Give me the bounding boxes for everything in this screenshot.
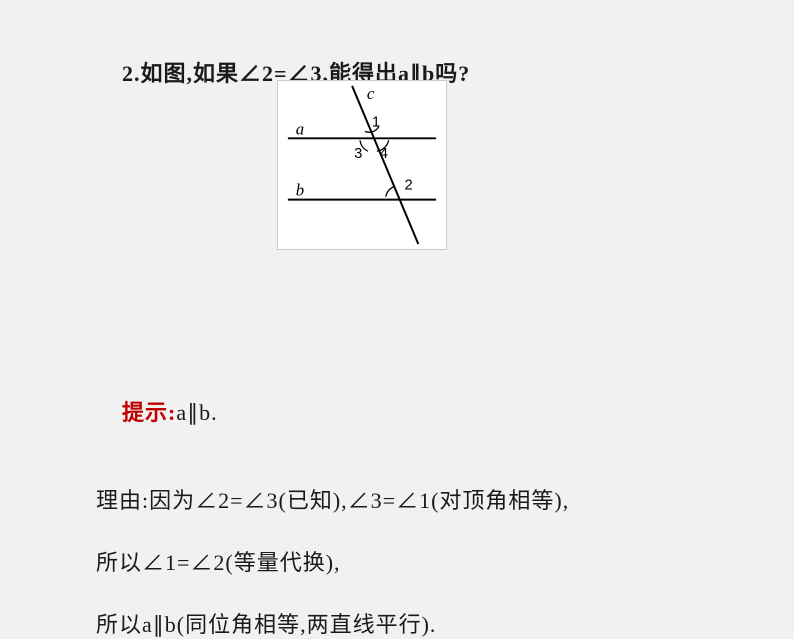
- geometry-figure: a b c 1 3 4 2: [277, 80, 447, 250]
- angle-3: 3: [354, 146, 362, 162]
- hint-label: 提示:: [122, 400, 176, 425]
- angle-1: 1: [372, 114, 380, 130]
- angle-4: 4: [380, 146, 388, 162]
- line-c: [352, 86, 418, 244]
- reason-line-3: 所以a∥b(同位角相等,两直线平行).: [96, 607, 696, 639]
- angle-2: 2: [404, 178, 412, 194]
- label-a: a: [296, 119, 304, 138]
- question-number: 2.: [122, 61, 141, 86]
- hint-line: 提示:a∥b.: [96, 369, 696, 453]
- label-c: c: [367, 84, 375, 103]
- hint-text: a∥b.: [176, 400, 217, 425]
- label-b: b: [296, 181, 304, 200]
- arc-2: [386, 187, 394, 197]
- reason-line-1: 理由:因为∠2=∠3(已知),∠3=∠1(对顶角相等),: [96, 483, 696, 515]
- reason-line-2: 所以∠1=∠2(等量代换),: [96, 545, 696, 577]
